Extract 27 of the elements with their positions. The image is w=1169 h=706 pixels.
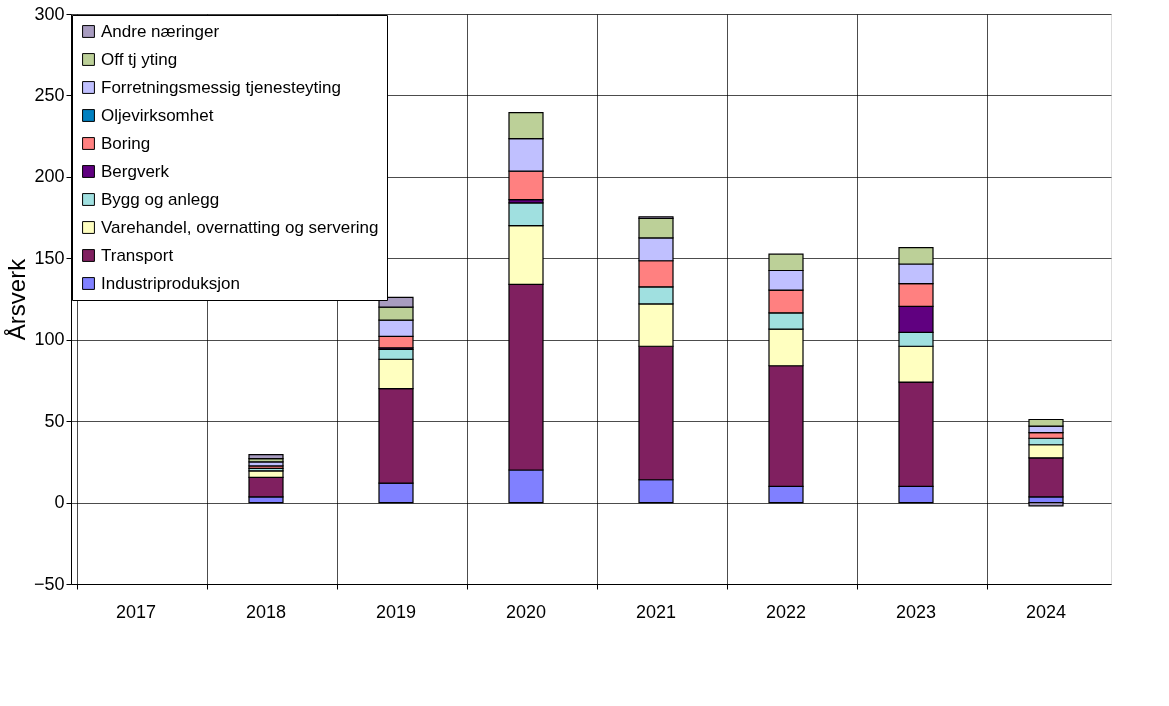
y-tick-label: 0	[54, 492, 65, 513]
legend-label: Bergverk	[101, 161, 170, 181]
x-tick-label: 2020	[505, 601, 547, 622]
legend-label: Bygg og anlegg	[101, 189, 220, 209]
legend-label: Varehandel, overnatting og servering	[101, 217, 379, 237]
y-tick-label: 150	[34, 247, 65, 268]
x-tick-label: 2022	[765, 601, 807, 622]
legend-label: Transport	[101, 245, 174, 265]
legend-label: Boring	[101, 133, 151, 153]
x-tick-label: 2024	[1025, 601, 1067, 622]
y-tick-label: 250	[34, 84, 65, 105]
legend-label: Andre næringer	[101, 21, 220, 41]
legend-label: Oljevirksomhet	[101, 105, 214, 125]
y-tick-label: 300	[34, 3, 65, 24]
y-tick-label: 200	[34, 166, 65, 187]
y-tick-label: 50	[44, 410, 65, 431]
x-tick-label: 2023	[895, 601, 937, 622]
x-tick-label: 2017	[115, 601, 157, 622]
y-axis-title: Årsverk	[2, 257, 30, 341]
x-tick-label: 2021	[635, 601, 677, 622]
y-tick-label: −50	[33, 573, 65, 594]
x-tick-label: 2019	[375, 601, 417, 622]
legend-label: Industriproduksjon	[101, 273, 240, 293]
legend-label: Off tj yting	[101, 49, 178, 69]
x-tick-label: 2018	[245, 601, 287, 622]
legend-label: Forretningsmessig tjenesteyting	[101, 77, 342, 97]
y-tick-label: 100	[34, 329, 65, 350]
